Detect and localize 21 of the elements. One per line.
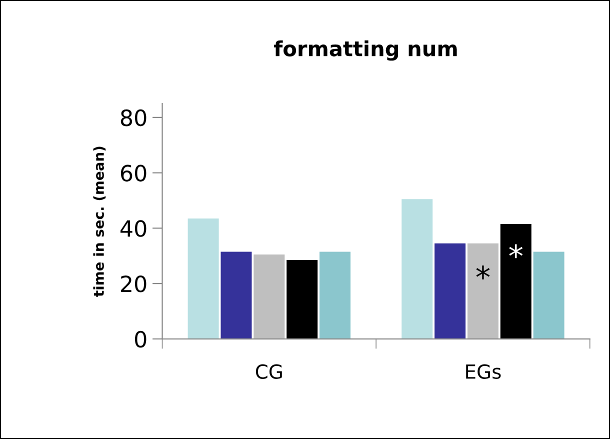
bar (500, 224, 532, 339)
bar (434, 243, 466, 339)
y-tick-label: 0 (135, 330, 146, 348)
x-tick-label: CG (256, 364, 282, 379)
y-tick-label: 40 (120, 220, 146, 237)
bar (188, 218, 219, 339)
chart-title: formatting num (274, 40, 457, 61)
bar (320, 252, 351, 339)
y-tick-label: 20 (121, 275, 146, 292)
y-axis-title: time in sec. (mean) (93, 146, 106, 297)
x-tick-label: EGs (466, 364, 501, 379)
annotation: * (476, 265, 490, 280)
bar (467, 243, 498, 339)
bar (286, 260, 318, 339)
y-tick-label: 80 (120, 109, 146, 126)
bar (254, 254, 285, 339)
y-tick-label: 60 (120, 164, 146, 182)
bar (220, 252, 252, 339)
bar (402, 199, 433, 339)
bar (533, 252, 564, 339)
annotation: * (509, 244, 523, 258)
